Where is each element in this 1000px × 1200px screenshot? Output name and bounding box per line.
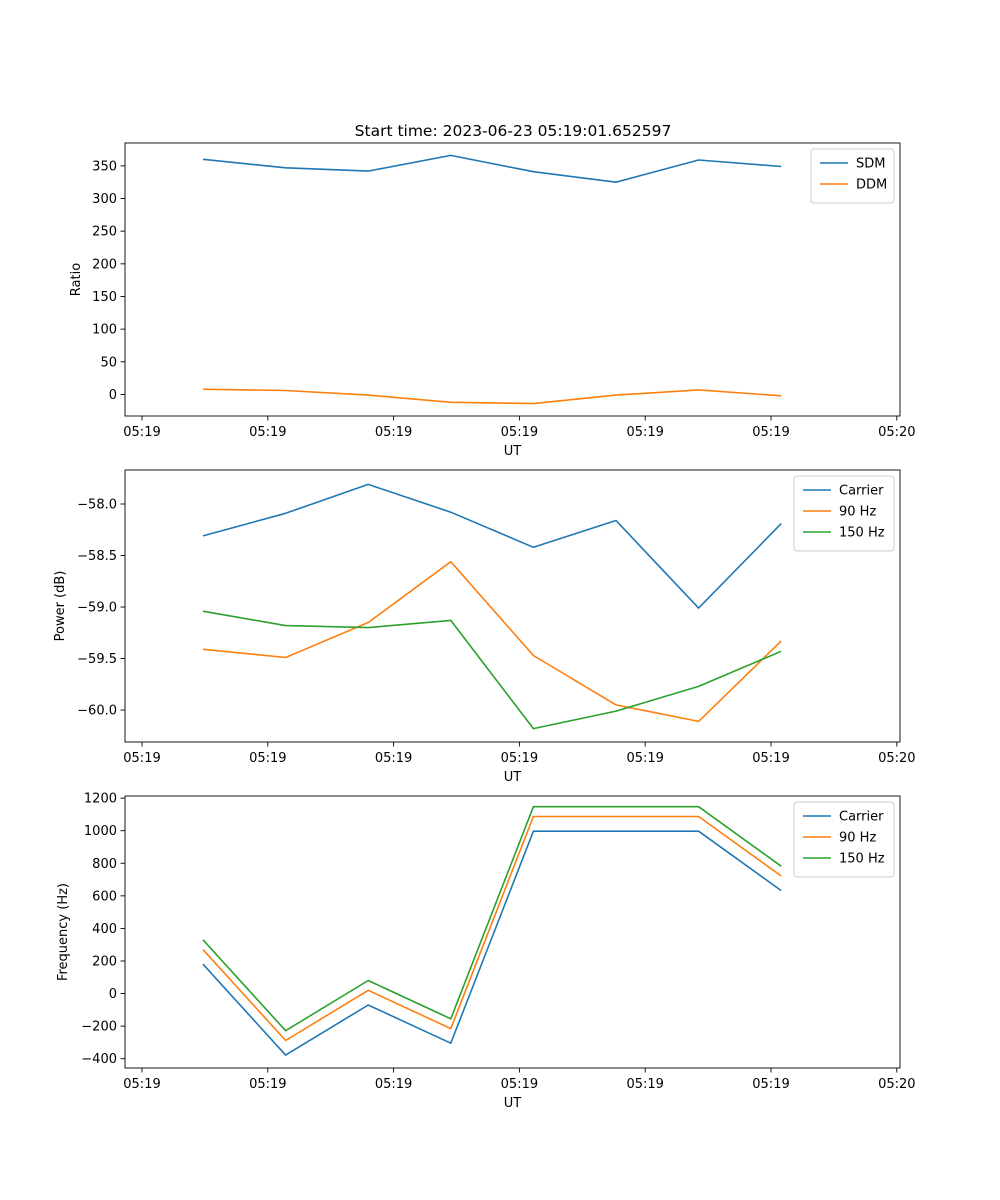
legend: Carrier 90 Hz 150 Hz (793, 801, 895, 878)
x-tick-label: 05:20 (878, 751, 915, 766)
y-axis-label: Frequency (Hz) (56, 883, 71, 981)
series-line-ddm (202, 388, 782, 405)
y-tick-label: 150 (92, 290, 117, 305)
x-tick-label: 05:19 (752, 425, 789, 440)
series-line-carrier (202, 830, 782, 1056)
series-line-90-hz (202, 815, 782, 1042)
y-tick-label: 400 (92, 922, 117, 937)
y-tick-label: −59.5 (77, 652, 117, 667)
x-axis-label: UT (504, 444, 522, 459)
y-tick-label: −400 (81, 1052, 117, 1067)
legend: Carrier 90 Hz 150 Hz (793, 475, 895, 552)
y-tick-label: 250 (92, 225, 117, 240)
x-axis-label: UT (504, 770, 522, 785)
subplot-3: 05:19 05:19 05:19 05:19 05:19 05:19 05:20 −400 −… (56, 792, 916, 1111)
y-tick-label: −59.0 (77, 601, 117, 616)
legend: SDM DDM (810, 148, 895, 204)
y-tick-label: 350 (92, 159, 117, 174)
legend-entry: 150 Hz (839, 526, 885, 541)
axes-frame (124, 142, 901, 417)
x-tick-label: 05:20 (878, 425, 915, 440)
series-line-90-hz (202, 560, 782, 723)
y-tick-label: −200 (81, 1020, 117, 1035)
figure-title: Start time: 2023-06-23 05:19:01.652597 (355, 122, 672, 140)
y-tick-label: 100 (92, 323, 117, 338)
x-tick-label: 05:19 (626, 425, 663, 440)
x-axis-label: UT (504, 1096, 522, 1111)
y-tick-label: 1000 (84, 824, 117, 839)
y-tick-label: 1200 (84, 792, 117, 807)
series-line-sdm (202, 154, 782, 183)
y-tick-label: 200 (92, 954, 117, 969)
axes-frame (124, 469, 901, 743)
legend-entry: Carrier (839, 810, 884, 825)
x-tick-label: 05:19 (375, 425, 412, 440)
x-tick-label: 05:19 (501, 751, 538, 766)
y-tick-label: −58.5 (77, 549, 117, 564)
x-tick-label: 05:19 (501, 1077, 538, 1092)
legend-entry: 150 Hz (839, 852, 885, 867)
y-tick-label: 600 (92, 889, 117, 904)
x-tick-label: 05:19 (626, 751, 663, 766)
y-tick-label: 0 (109, 987, 117, 1002)
legend-entry: 90 Hz (839, 505, 876, 520)
x-tick-label: 05:19 (626, 1077, 663, 1092)
y-tick-label: −60.0 (77, 704, 117, 719)
x-tick-label: 05:19 (752, 751, 789, 766)
legend-entry: Carrier (839, 484, 884, 499)
series-line-carrier (202, 483, 782, 609)
y-tick-label: 0 (109, 388, 117, 403)
x-tick-label: 05:19 (249, 751, 286, 766)
subplot-1: 05:19 05:19 05:19 05:19 05:19 05:19 05:20 0 50 10… (69, 142, 916, 459)
subplot-2: 05:19 05:19 05:19 05:19 05:19 05:19 05:20 −60.0… (53, 469, 916, 785)
x-tick-label: 05:19 (501, 425, 538, 440)
x-tick-label: 05:19 (123, 751, 160, 766)
x-tick-label: 05:19 (375, 751, 412, 766)
axes-frame (124, 795, 901, 1069)
y-tick-label: 200 (92, 257, 117, 272)
x-tick-label: 05:19 (249, 425, 286, 440)
x-tick-label: 05:20 (878, 1077, 915, 1092)
legend-entry: 90 Hz (839, 831, 876, 846)
y-tick-label: 50 (100, 355, 117, 370)
x-tick-label: 05:19 (123, 1077, 160, 1092)
y-tick-label: 300 (92, 192, 117, 207)
series-line-150-hz (202, 610, 782, 730)
x-tick-label: 05:19 (123, 425, 160, 440)
x-tick-label: 05:19 (752, 1077, 789, 1092)
y-tick-label: −58.0 (77, 498, 117, 513)
plots: 05:19 05:19 05:19 05:19 05:19 05:19 05:20 0 50 10… (53, 142, 916, 1111)
x-tick-label: 05:19 (249, 1077, 286, 1092)
legend-entry: DDM (856, 178, 887, 193)
legend-entry: SDM (856, 157, 885, 172)
y-tick-label: 800 (92, 857, 117, 872)
y-axis-label: Power (dB) (53, 571, 68, 642)
x-tick-label: 05:19 (375, 1077, 412, 1092)
y-axis-label: Ratio (69, 263, 84, 296)
series-line-150-hz (202, 805, 782, 1032)
